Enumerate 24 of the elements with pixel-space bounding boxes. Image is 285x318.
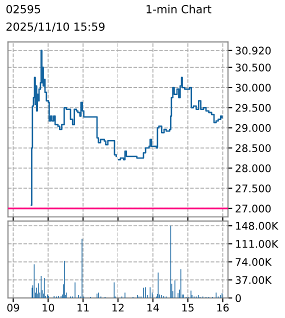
x-tick-label: 12 (112, 304, 124, 312)
y-tick-label: 37.00K (236, 276, 272, 284)
y-tick-label: 30.500 (236, 64, 271, 72)
x-tick-label: 14 (147, 304, 159, 312)
y-tick-label: 111.00K (236, 240, 278, 248)
x-tick-label: 10 (42, 304, 54, 312)
y-tick-label: 28.000 (236, 164, 271, 172)
y-tick-label: 29.500 (236, 104, 271, 112)
y-tick-label: 30.920 (236, 46, 271, 55)
y-tick-label: 74.00K (236, 258, 272, 266)
chart-title: 1-min Chart (146, 4, 212, 14)
x-tick-label: 16 (217, 304, 229, 312)
chart-title: 02595 (6, 4, 40, 14)
x-tick-label: 11 (78, 304, 89, 312)
y-tick-label: 0 (236, 294, 241, 302)
x-tick-label: 15 (182, 304, 194, 312)
x-tick-label: 09 (7, 304, 20, 312)
y-tick-label: 30.000 (236, 84, 271, 92)
y-tick-label: 29.000 (236, 124, 271, 132)
y-tick-label: 27.500 (236, 184, 271, 192)
text: 2025/11/10 15:59 (6, 22, 105, 32)
y-tick-label: 27.000 (236, 204, 271, 213)
y-tick-label: 28.500 (236, 144, 271, 152)
y-tick-label: 148.00K (236, 222, 278, 230)
